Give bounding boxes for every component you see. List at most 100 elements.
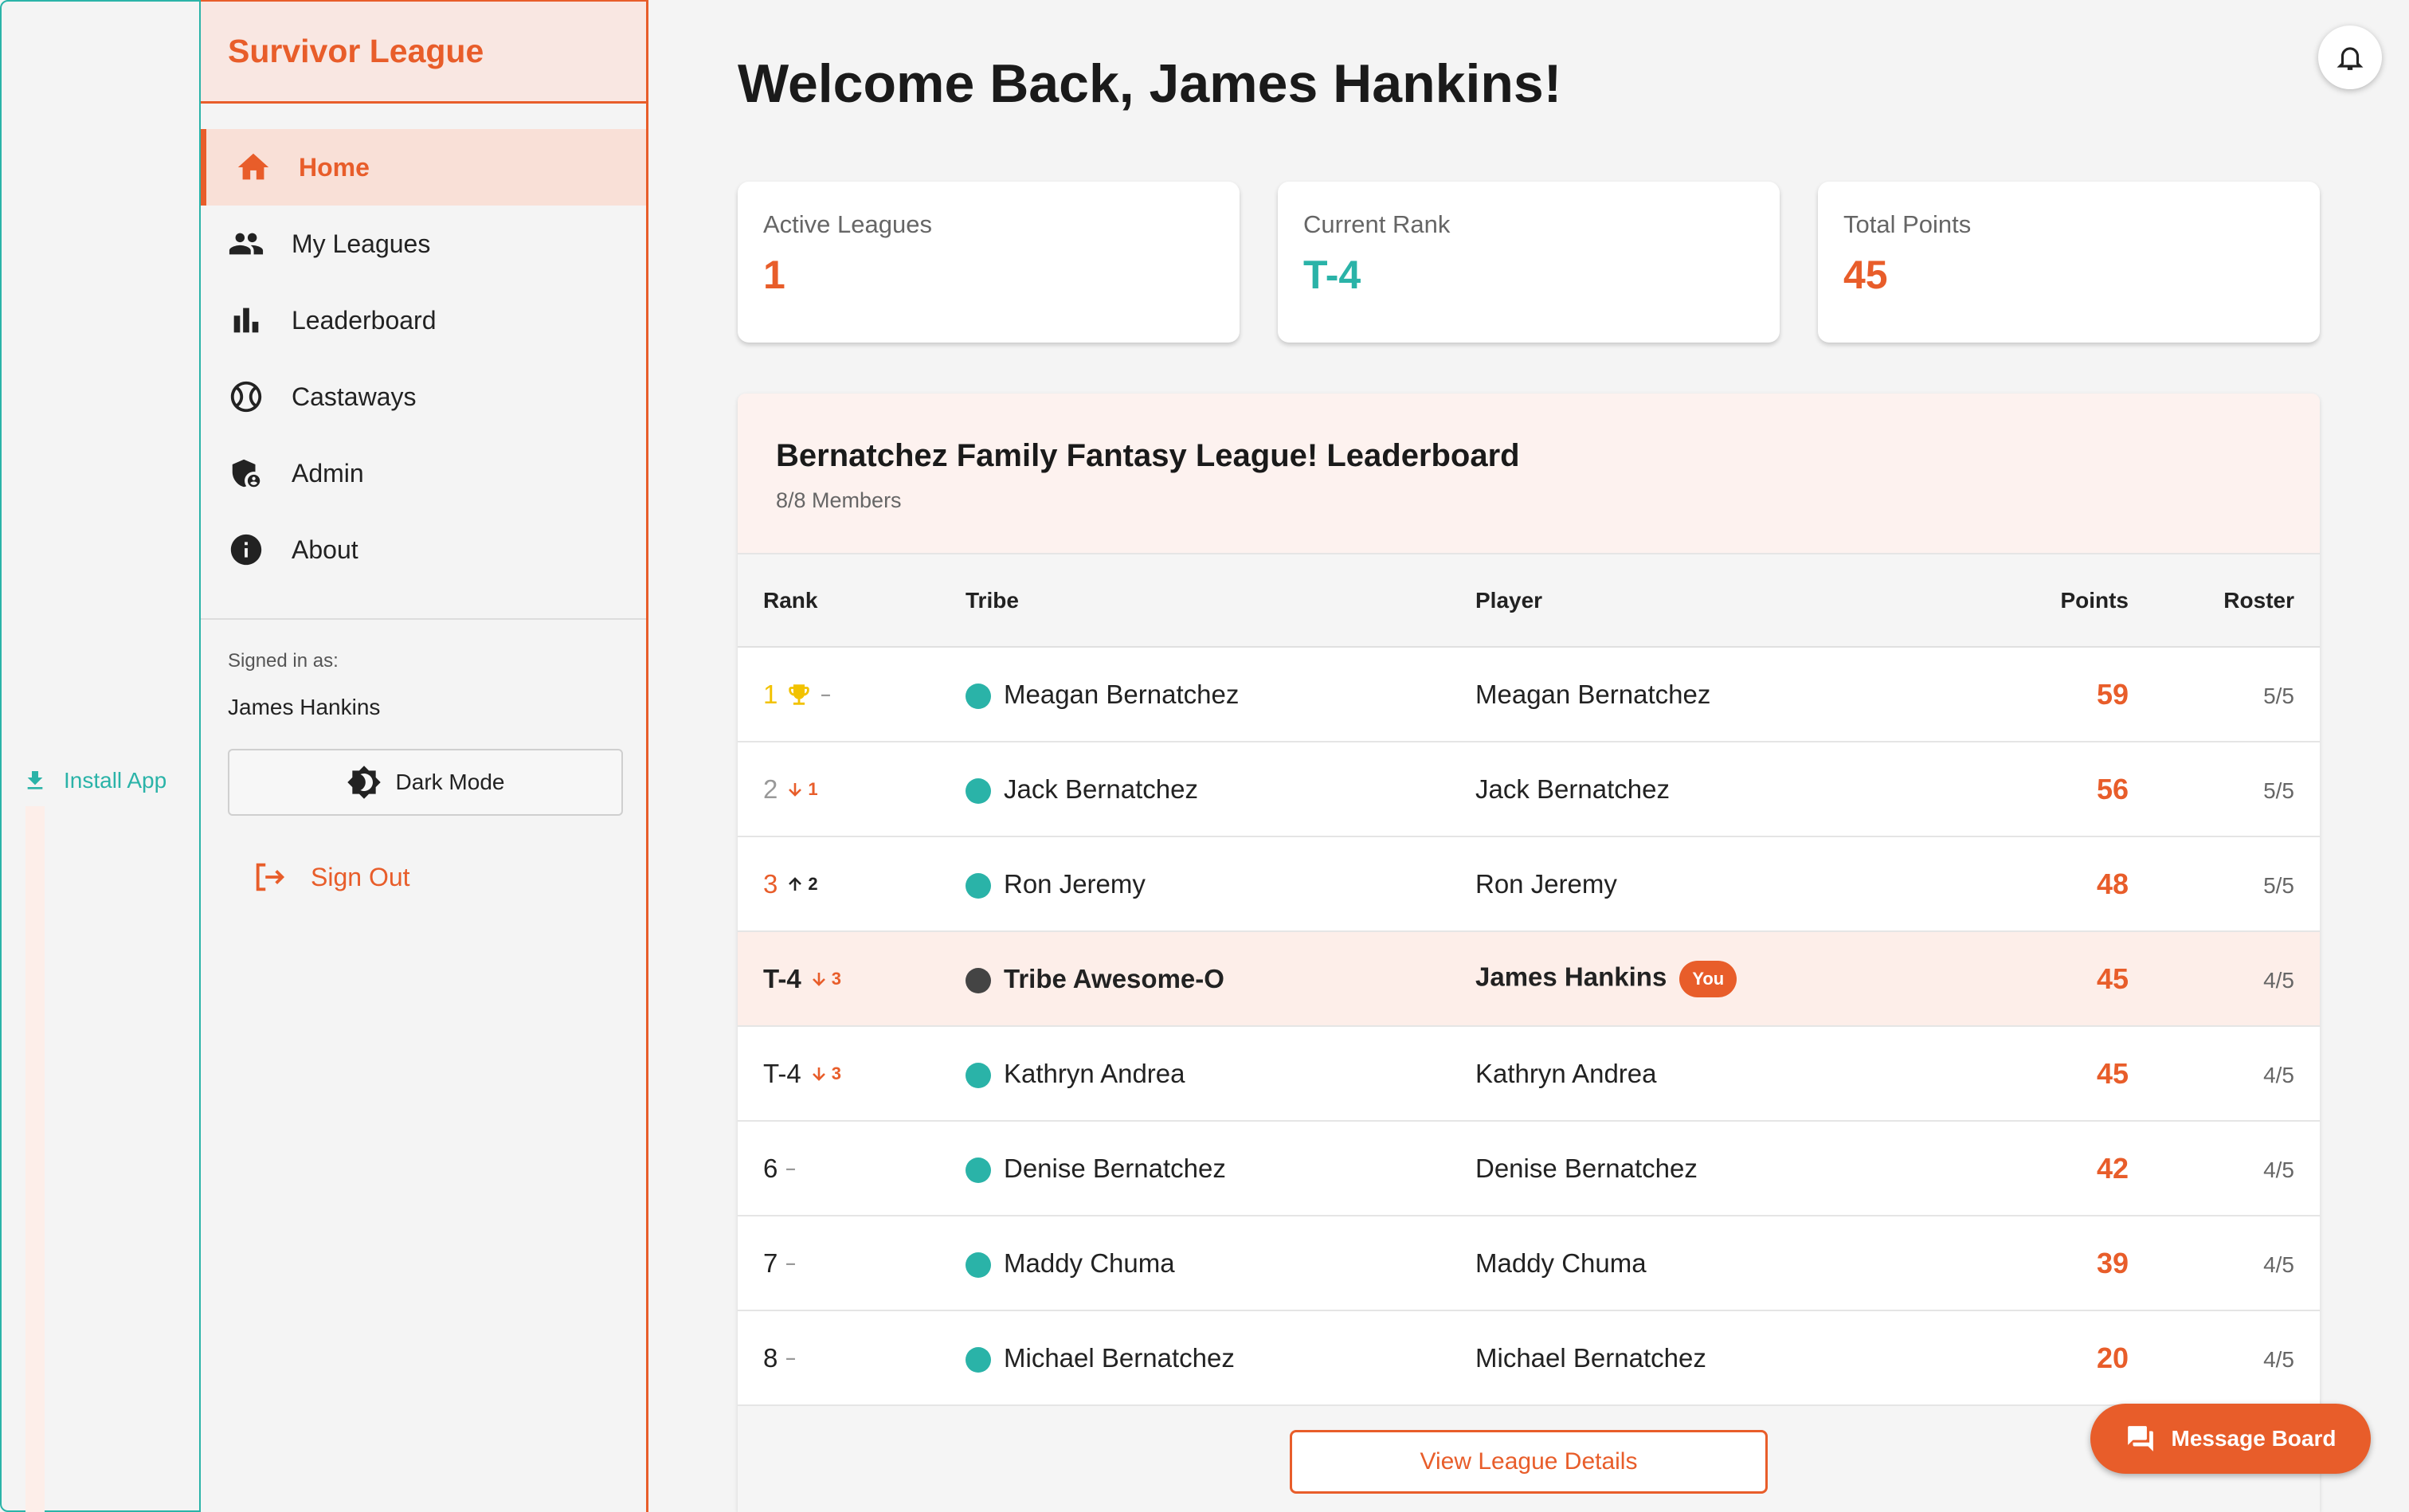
brand-title[interactable]: Survivor League (228, 33, 484, 69)
table-row[interactable]: 6– Denise Bernatchez Denise Bernatchez 42 4/… (738, 1121, 2320, 1216)
rank-value: 7 (763, 1248, 778, 1278)
tribe-name[interactable]: Maddy Chuma (1004, 1248, 1175, 1278)
rank-trend: 3 (809, 1063, 841, 1084)
leaderboard-members: 8/8 Members (776, 488, 902, 512)
player-cell: Michael Bernatchez (1475, 1310, 1890, 1406)
rank-trend-value: 2 (808, 873, 818, 894)
stat-value: 1 (763, 253, 785, 297)
message-board-label: Message Board (2171, 1426, 2337, 1451)
column-roster[interactable]: Roster (2129, 554, 2320, 648)
sidebar-item-about[interactable]: About (201, 511, 646, 588)
notifications-button[interactable] (2318, 25, 2382, 89)
rank-value: 8 (763, 1342, 778, 1373)
sidebar-item-label: Admin (292, 458, 364, 488)
stat-value: 45 (1843, 253, 1888, 297)
player-name: James Hankins (1475, 962, 1667, 992)
player-cell: Ron Jeremy (1475, 836, 1890, 932)
player-name: Michael Bernatchez (1475, 1342, 1706, 1373)
shield-icon (232, 459, 260, 488)
arrow-down-icon (812, 972, 825, 986)
info-icon (230, 534, 262, 566)
logout-icon (256, 863, 285, 891)
rank-value: 6 (763, 1153, 778, 1183)
points-cell: 39 (1890, 1216, 2129, 1311)
tribe-name[interactable]: Tribe Awesome-O (1004, 963, 1224, 993)
install-app-button[interactable]: Install App (22, 768, 166, 793)
rank-cell: 1– (738, 647, 966, 742)
message-board-button[interactable]: Message Board (2090, 1404, 2371, 1474)
rank-trend: – (821, 684, 830, 705)
sidebar-item-my-leagues[interactable]: My Leagues (201, 206, 646, 282)
tribe-dot (966, 1157, 991, 1183)
arrow-up-icon (789, 876, 802, 891)
sign-out-label: Sign Out (311, 862, 410, 891)
roster-cell: 5/5 (2129, 647, 2320, 742)
rank-trend-value: 3 (831, 1063, 841, 1083)
rank-cell: 8– (738, 1310, 966, 1406)
column-points[interactable]: Points (1890, 554, 2129, 648)
install-app-label: Install App (64, 768, 167, 793)
stat-card-total-points: Total Points 45 (1818, 182, 2320, 343)
rank-trend-value: – (785, 1347, 796, 1368)
tribe-name[interactable]: Kathryn Andrea (1004, 1058, 1185, 1088)
main-content: Welcome Back, James Hankins! Active Leag… (648, 0, 2409, 1512)
table-row[interactable]: 8– Michael Bernatchez Michael Bernatchez 20… (738, 1310, 2320, 1406)
rank-trend-value: – (821, 684, 831, 704)
table-row[interactable]: 2 1 Jack Bernatchez Jack Bernatchez 56 5/5 (738, 742, 2320, 837)
sidebar-item-leaderboard[interactable]: Leaderboard (201, 282, 646, 358)
leaderboard-footer: View League Details (738, 1406, 2320, 1512)
tribe-cell: Ron Jeremy (966, 836, 1475, 932)
table-row[interactable]: T-4 3 Kathryn Andrea Kathryn Andrea 45 4/5 (738, 1026, 2320, 1122)
chat-icon (2127, 1426, 2153, 1451)
player-cell: Maddy Chuma (1475, 1216, 1890, 1311)
column-player[interactable]: Player (1475, 554, 1890, 648)
sidebar-item-home[interactable]: Home (201, 129, 646, 206)
points-value: 20 (2096, 1341, 2129, 1374)
leaderboard-card: Bernatchez Family Fantasy League! Leader… (738, 394, 2320, 1512)
tribe-dot (966, 778, 991, 804)
bar-chart-icon (233, 307, 259, 333)
column-tribe[interactable]: Tribe (966, 554, 1475, 648)
sidebar-item-label: Leaderboard (292, 305, 437, 335)
tribe-name[interactable]: Jack Bernatchez (1004, 774, 1198, 804)
table-row[interactable]: 3 2 Ron Jeremy Ron Jeremy 48 5/5 (738, 836, 2320, 932)
you-badge: You (1679, 960, 1737, 997)
sidebar-item-admin[interactable]: Admin (201, 435, 646, 511)
tribe-name[interactable]: Meagan Bernatchez (1004, 679, 1240, 709)
points-cell: 56 (1890, 742, 2129, 837)
sidebar-item-label: About (292, 535, 358, 564)
brand-header: Survivor League (201, 0, 646, 104)
sidebar-item-label: My Leagues (292, 229, 431, 258)
stat-label: Total Points (1843, 210, 1972, 238)
dark-mode-button[interactable]: Dark Mode (228, 749, 623, 816)
rank-cell: T-4 3 (738, 931, 966, 1027)
leaderboard-header: Bernatchez Family Fantasy League! Leader… (738, 394, 2320, 554)
table-row[interactable]: 1– Meagan Bernatchez Meagan Bernatchez 59 5/… (738, 647, 2320, 742)
sidebar-item-label: Home (299, 152, 370, 182)
tribe-name[interactable]: Denise Bernatchez (1004, 1153, 1226, 1183)
sidebar-item-castaways[interactable]: Castaways (201, 358, 646, 435)
points-value: 59 (2096, 677, 2129, 711)
column-rank[interactable]: Rank (738, 554, 966, 648)
rank-value: T-4 (763, 963, 801, 993)
table-row[interactable]: T-4 3 Tribe Awesome-O James Hankins You 45 4/5 (738, 931, 2320, 1027)
points-value: 39 (2096, 1246, 2129, 1279)
arrow-down-icon (812, 1067, 825, 1081)
rank-cell: T-4 3 (738, 1026, 966, 1122)
rank-value: 3 (763, 868, 778, 899)
view-league-details-button[interactable]: View League Details (1290, 1430, 1768, 1494)
rank-trend-value: – (785, 1158, 796, 1178)
page-title: Welcome Back, James Hankins! (738, 53, 1562, 114)
player-name: Maddy Chuma (1475, 1248, 1647, 1278)
tribe-name[interactable]: Ron Jeremy (1004, 868, 1146, 899)
table-row[interactable]: 7– Maddy Chuma Maddy Chuma 39 4/5 (738, 1216, 2320, 1311)
points-cell: 45 (1890, 931, 2129, 1027)
roster-value: 4/5 (2263, 967, 2294, 993)
sign-out-button[interactable]: Sign Out (252, 859, 646, 895)
roster-cell: 4/5 (2129, 931, 2320, 1027)
rank-trend: 2 (785, 873, 818, 895)
player-name: Meagan Bernatchez (1475, 679, 1711, 709)
tribe-name[interactable]: Michael Bernatchez (1004, 1342, 1235, 1373)
